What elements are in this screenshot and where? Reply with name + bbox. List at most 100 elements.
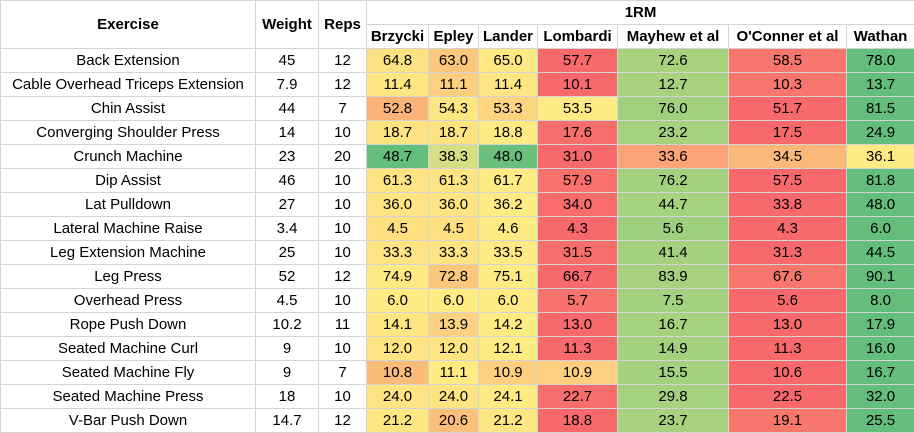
cell-reps[interactable]: 10 — [319, 337, 367, 361]
cell-1rm-wathan[interactable]: 81.8 — [847, 169, 914, 193]
cell-reps[interactable]: 12 — [319, 73, 367, 97]
cell-1rm-brzycki[interactable]: 21.2 — [367, 409, 429, 433]
cell-1rm-wathan[interactable]: 44.5 — [847, 241, 914, 265]
cell-1rm-epley[interactable]: 11.1 — [429, 361, 479, 385]
cell-reps[interactable]: 12 — [319, 409, 367, 433]
cell-1rm-brzycki[interactable]: 33.3 — [367, 241, 429, 265]
cell-1rm-epley[interactable]: 38.3 — [429, 145, 479, 169]
cell-1rm-lombardi[interactable]: 13.0 — [538, 313, 618, 337]
cell-1rm-wathan[interactable]: 90.1 — [847, 265, 914, 289]
cell-reps[interactable]: 20 — [319, 145, 367, 169]
cell-reps[interactable]: 10 — [319, 289, 367, 313]
header-weight[interactable]: Weight — [256, 1, 319, 49]
cell-1rm-wathan[interactable]: 78.0 — [847, 49, 914, 73]
cell-1rm-o-conner-et-al[interactable]: 13.0 — [729, 313, 847, 337]
cell-1rm-mayhew-et-al[interactable]: 76.0 — [618, 97, 729, 121]
cell-1rm-mayhew-et-al[interactable]: 72.6 — [618, 49, 729, 73]
cell-reps[interactable]: 11 — [319, 313, 367, 337]
cell-1rm-mayhew-et-al[interactable]: 23.2 — [618, 121, 729, 145]
cell-1rm-wathan[interactable]: 81.5 — [847, 97, 914, 121]
cell-1rm-lombardi[interactable]: 57.9 — [538, 169, 618, 193]
cell-reps[interactable]: 10 — [319, 121, 367, 145]
cell-1rm-mayhew-et-al[interactable]: 33.6 — [618, 145, 729, 169]
cell-1rm-epley[interactable]: 33.3 — [429, 241, 479, 265]
cell-reps[interactable]: 10 — [319, 385, 367, 409]
cell-1rm-lander[interactable]: 61.7 — [479, 169, 538, 193]
cell-1rm-brzycki[interactable]: 4.5 — [367, 217, 429, 241]
cell-1rm-lombardi[interactable]: 4.3 — [538, 217, 618, 241]
cell-1rm-lombardi[interactable]: 5.7 — [538, 289, 618, 313]
cell-exercise[interactable]: Converging Shoulder Press — [1, 121, 256, 145]
cell-1rm-lander[interactable]: 21.2 — [479, 409, 538, 433]
cell-exercise[interactable]: Overhead Press — [1, 289, 256, 313]
cell-1rm-epley[interactable]: 36.0 — [429, 193, 479, 217]
cell-1rm-lander[interactable]: 53.3 — [479, 97, 538, 121]
cell-1rm-o-conner-et-al[interactable]: 5.6 — [729, 289, 847, 313]
cell-exercise[interactable]: V-Bar Push Down — [1, 409, 256, 433]
cell-reps[interactable]: 12 — [319, 265, 367, 289]
cell-1rm-o-conner-et-al[interactable]: 33.8 — [729, 193, 847, 217]
cell-1rm-o-conner-et-al[interactable]: 10.3 — [729, 73, 847, 97]
cell-1rm-brzycki[interactable]: 61.3 — [367, 169, 429, 193]
cell-1rm-epley[interactable]: 6.0 — [429, 289, 479, 313]
cell-exercise[interactable]: Back Extension — [1, 49, 256, 73]
cell-1rm-o-conner-et-al[interactable]: 11.3 — [729, 337, 847, 361]
cell-1rm-brzycki[interactable]: 11.4 — [367, 73, 429, 97]
cell-1rm-wathan[interactable]: 24.9 — [847, 121, 914, 145]
cell-1rm-mayhew-et-al[interactable]: 29.8 — [618, 385, 729, 409]
cell-1rm-wathan[interactable]: 48.0 — [847, 193, 914, 217]
cell-1rm-mayhew-et-al[interactable]: 12.7 — [618, 73, 729, 97]
cell-1rm-lander[interactable]: 4.6 — [479, 217, 538, 241]
cell-1rm-lander[interactable]: 18.8 — [479, 121, 538, 145]
cell-weight[interactable]: 23 — [256, 145, 319, 169]
header-formula-lander[interactable]: Lander — [479, 25, 538, 49]
cell-1rm-o-conner-et-al[interactable]: 22.5 — [729, 385, 847, 409]
cell-1rm-lander[interactable]: 10.9 — [479, 361, 538, 385]
cell-reps[interactable]: 7 — [319, 361, 367, 385]
cell-weight[interactable]: 4.5 — [256, 289, 319, 313]
header-reps[interactable]: Reps — [319, 1, 367, 49]
cell-exercise[interactable]: Lat Pulldown — [1, 193, 256, 217]
cell-exercise[interactable]: Rope Push Down — [1, 313, 256, 337]
header-formula-mayhew-et-al[interactable]: Mayhew et al — [618, 25, 729, 49]
cell-1rm-brzycki[interactable]: 14.1 — [367, 313, 429, 337]
cell-1rm-mayhew-et-al[interactable]: 16.7 — [618, 313, 729, 337]
cell-1rm-brzycki[interactable]: 6.0 — [367, 289, 429, 313]
cell-1rm-lombardi[interactable]: 57.7 — [538, 49, 618, 73]
cell-reps[interactable]: 10 — [319, 217, 367, 241]
cell-1rm-epley[interactable]: 11.1 — [429, 73, 479, 97]
cell-exercise[interactable]: Chin Assist — [1, 97, 256, 121]
cell-exercise[interactable]: Crunch Machine — [1, 145, 256, 169]
header-formula-wathan[interactable]: Wathan — [847, 25, 914, 49]
cell-1rm-lombardi[interactable]: 10.1 — [538, 73, 618, 97]
cell-weight[interactable]: 52 — [256, 265, 319, 289]
cell-1rm-mayhew-et-al[interactable]: 15.5 — [618, 361, 729, 385]
cell-exercise[interactable]: Seated Machine Press — [1, 385, 256, 409]
cell-1rm-brzycki[interactable]: 10.8 — [367, 361, 429, 385]
cell-1rm-epley[interactable]: 12.0 — [429, 337, 479, 361]
cell-1rm-mayhew-et-al[interactable]: 44.7 — [618, 193, 729, 217]
cell-1rm-o-conner-et-al[interactable]: 58.5 — [729, 49, 847, 73]
cell-1rm-epley[interactable]: 72.8 — [429, 265, 479, 289]
cell-1rm-o-conner-et-al[interactable]: 34.5 — [729, 145, 847, 169]
cell-1rm-lander[interactable]: 65.0 — [479, 49, 538, 73]
cell-1rm-lander[interactable]: 36.2 — [479, 193, 538, 217]
cell-1rm-mayhew-et-al[interactable]: 83.9 — [618, 265, 729, 289]
cell-1rm-epley[interactable]: 63.0 — [429, 49, 479, 73]
cell-1rm-mayhew-et-al[interactable]: 5.6 — [618, 217, 729, 241]
cell-1rm-wathan[interactable]: 13.7 — [847, 73, 914, 97]
cell-1rm-mayhew-et-al[interactable]: 76.2 — [618, 169, 729, 193]
cell-1rm-lombardi[interactable]: 17.6 — [538, 121, 618, 145]
cell-weight[interactable]: 18 — [256, 385, 319, 409]
cell-weight[interactable]: 14.7 — [256, 409, 319, 433]
cell-reps[interactable]: 10 — [319, 193, 367, 217]
cell-1rm-brzycki[interactable]: 74.9 — [367, 265, 429, 289]
cell-1rm-lander[interactable]: 75.1 — [479, 265, 538, 289]
cell-1rm-lander[interactable]: 6.0 — [479, 289, 538, 313]
cell-1rm-o-conner-et-al[interactable]: 31.3 — [729, 241, 847, 265]
cell-1rm-lombardi[interactable]: 66.7 — [538, 265, 618, 289]
cell-1rm-o-conner-et-al[interactable]: 17.5 — [729, 121, 847, 145]
cell-1rm-epley[interactable]: 54.3 — [429, 97, 479, 121]
cell-1rm-brzycki[interactable]: 36.0 — [367, 193, 429, 217]
cell-1rm-wathan[interactable]: 25.5 — [847, 409, 914, 433]
